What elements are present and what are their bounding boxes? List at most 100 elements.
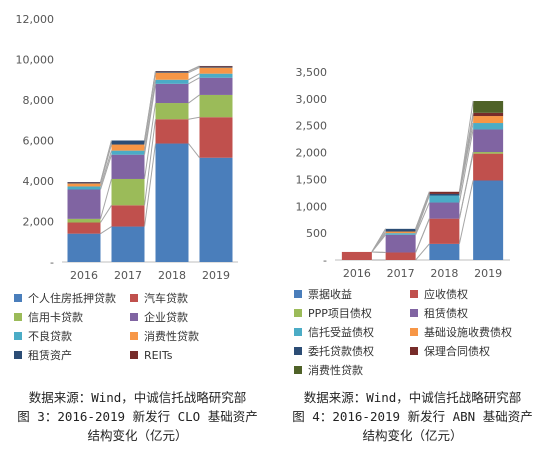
bar-segment xyxy=(199,117,233,158)
bar-segment xyxy=(199,65,233,67)
legend-label: 汽车贷款 xyxy=(144,291,188,305)
bar-segment xyxy=(385,231,416,234)
x-tick-label: 2019 xyxy=(202,269,230,282)
bar-segment xyxy=(199,67,233,74)
abn-figure-title: 图 4：2016-2019 新发行 ABN 基础资产 xyxy=(292,409,533,424)
bar-segment xyxy=(473,153,504,181)
y-tick-label: - xyxy=(50,256,54,269)
bar-segment xyxy=(155,143,189,262)
legend-label: 保理合同债权 xyxy=(424,344,490,358)
legend-label: 消费性贷款 xyxy=(144,329,199,343)
bar-segment xyxy=(111,154,145,179)
bar-segment xyxy=(111,144,145,151)
y-tick-label: 4,000 xyxy=(23,175,55,188)
bar-segment xyxy=(155,119,189,144)
legend-item: 信用卡贷款 xyxy=(14,310,83,324)
bar-segment xyxy=(67,186,101,190)
x-tick-label: 2016 xyxy=(70,269,98,282)
bar-segment xyxy=(199,157,233,262)
bar-segment xyxy=(111,205,145,227)
legend-label: 票据收益 xyxy=(308,287,352,301)
legend-label: 消费性贷款 xyxy=(308,363,363,377)
bar-segment xyxy=(473,129,504,153)
legend-item: 信托受益债权 xyxy=(294,325,374,339)
y-tick-label: 2,500 xyxy=(296,120,328,133)
bar-segment xyxy=(199,73,233,78)
bar-segment xyxy=(155,72,189,80)
legend-swatch xyxy=(294,290,302,298)
series-connector-line xyxy=(188,94,200,104)
bar-segment xyxy=(199,66,233,68)
y-tick-label: 2,000 xyxy=(23,216,55,229)
series-connector-line xyxy=(100,140,112,183)
y-tick-label: 2,000 xyxy=(296,147,328,160)
series-connector-line xyxy=(371,228,387,253)
series-connector-line xyxy=(144,143,156,227)
legend-item: 消费性贷款 xyxy=(130,329,199,343)
legend-swatch xyxy=(130,332,138,340)
series-connector-line xyxy=(144,119,156,206)
bar-segment xyxy=(429,218,460,244)
legend-item: 汽车贷款 xyxy=(130,291,188,305)
legend-label: 信用卡贷款 xyxy=(28,310,83,324)
y-tick-label: 8,000 xyxy=(23,94,55,107)
x-tick-label: 2016 xyxy=(343,267,371,280)
legend-swatch xyxy=(14,294,22,302)
legend-swatch xyxy=(410,328,418,336)
bar-segment xyxy=(111,178,145,206)
abn-chart-caption: 数据来源：Wind，中诚信托战略研究部 图 4：2016-2019 新发行 AB… xyxy=(275,388,550,445)
bar-segment xyxy=(155,103,189,120)
y-tick-label: 3,000 xyxy=(296,93,328,106)
x-tick-label: 2017 xyxy=(387,267,415,280)
chart-canvas: - 2,000 4,000 6,000 8,000 10,000 12,000 2016 201… xyxy=(14,13,512,377)
bar-segment xyxy=(429,191,460,194)
clo-figure-title: 图 3：2016-2019 新发行 CLO 基础资产 xyxy=(17,409,258,424)
series-connector-line xyxy=(458,180,474,244)
bar-segment xyxy=(429,202,460,219)
clo-figure-title-cont: 结构变化（亿元） xyxy=(87,428,188,443)
series-connector-line xyxy=(100,154,112,190)
series-connector-line xyxy=(458,151,474,219)
bar-segment xyxy=(155,79,189,84)
x-tick-label: 2018 xyxy=(430,267,458,280)
series-connector-line xyxy=(188,65,200,72)
series-connector-line xyxy=(188,143,200,159)
series-connector-line xyxy=(371,251,386,253)
bar-segment xyxy=(199,94,233,118)
series-connector-line xyxy=(188,116,200,120)
legend-item: REITs xyxy=(130,349,173,362)
legend-label: 个人住房抵押贷款 xyxy=(28,291,116,305)
legend-item: 应收债权 xyxy=(410,287,468,301)
series-connector-line xyxy=(144,102,156,180)
legend-label: 信托受益债权 xyxy=(308,325,374,339)
bar-segment xyxy=(67,218,101,223)
legend-label: 应收债权 xyxy=(424,287,468,301)
series-connector-line xyxy=(100,178,112,220)
legend-swatch xyxy=(14,332,22,340)
abn-figure-title-cont: 结构变化（亿元） xyxy=(362,428,463,443)
legend-item: 保理合同债权 xyxy=(410,344,490,358)
bar-segment xyxy=(385,252,416,260)
series-connector-line xyxy=(100,205,112,223)
y-tick-label: - xyxy=(323,254,327,267)
bar-segment xyxy=(385,233,416,235)
legend-swatch xyxy=(130,351,138,359)
clo-chart-caption: 数据来源：Wind，中诚信托战略研究部 图 3：2016-2019 新发行 CL… xyxy=(0,388,275,445)
legend-swatch xyxy=(14,351,22,359)
bar-segment xyxy=(385,234,416,253)
legend-swatch xyxy=(130,313,138,321)
legend-swatch xyxy=(294,347,302,355)
series-connector-line xyxy=(458,100,474,192)
series-connector-line xyxy=(458,129,474,203)
y-tick-label: 6,000 xyxy=(23,135,55,148)
y-tick-label: 10,000 xyxy=(16,54,55,67)
y-tick-label: 500 xyxy=(306,227,327,240)
legend-swatch xyxy=(294,309,302,317)
legend-swatch xyxy=(410,347,418,355)
x-tick-label: 2018 xyxy=(158,269,186,282)
legend-swatch xyxy=(294,366,302,374)
y-tick-label: 1,000 xyxy=(296,200,328,213)
bar-segment xyxy=(67,222,101,234)
legend-item: 消费性贷款 xyxy=(294,363,363,377)
bar-segment xyxy=(429,243,460,260)
